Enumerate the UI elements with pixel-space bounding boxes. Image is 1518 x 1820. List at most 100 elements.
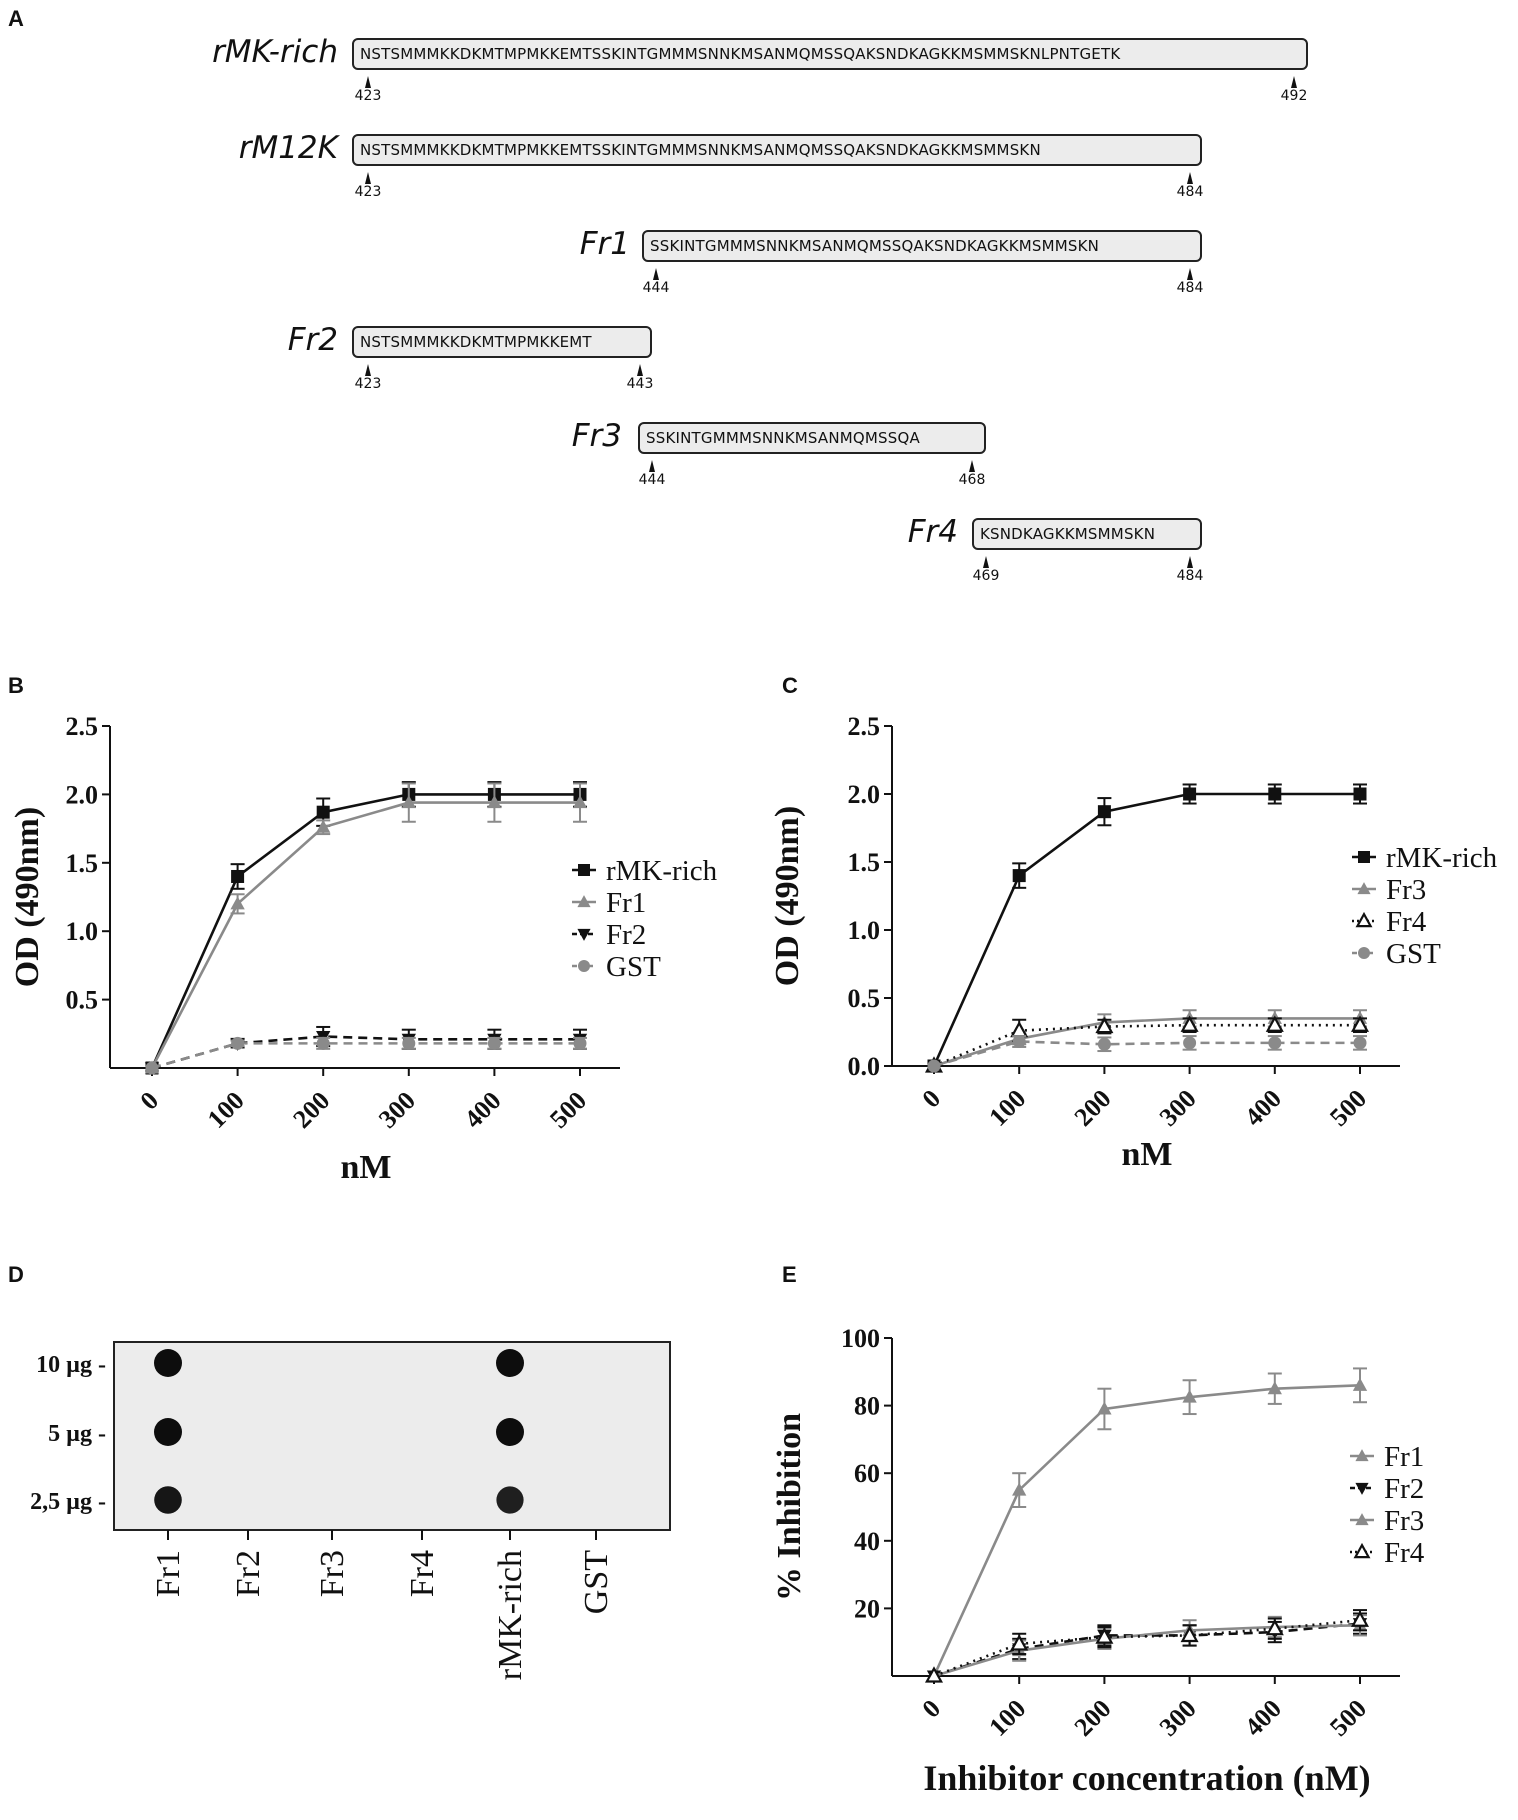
sequence-box-fr1: SSKINTGMMMSNNKMSANMQMSSQAKSNDKAGKKMSMMSK… bbox=[642, 230, 1202, 262]
x-tick-label: 300 bbox=[1154, 1694, 1202, 1742]
data-point bbox=[145, 1061, 159, 1075]
panel-label-a: A bbox=[8, 6, 24, 31]
data-point bbox=[402, 1036, 416, 1050]
sequence-start-tick: 444 bbox=[632, 460, 672, 488]
x-tick-label: 300 bbox=[373, 1086, 421, 1134]
data-point bbox=[316, 819, 331, 833]
data-point bbox=[572, 795, 588, 809]
legend-label-fr3: Fr3 bbox=[1384, 1505, 1424, 1537]
blot-lane-label-fr4: Fr4 bbox=[404, 1550, 441, 1597]
series-line bbox=[151, 1035, 580, 1070]
blot-lane-label-fr1: Fr1 bbox=[150, 1550, 187, 1597]
legend-marker bbox=[1358, 947, 1370, 959]
sequence-start-tick: 444 bbox=[636, 268, 676, 296]
sequence-name-fr3: Fr3 bbox=[571, 418, 622, 454]
data-point bbox=[1183, 787, 1197, 801]
sequence-name-rmk-rich: rMK-rich bbox=[212, 34, 338, 70]
data-point bbox=[1350, 1610, 1370, 1627]
dot-blot: 10 µg - 5 µg - 2,5 µg - Fr1 Fr2 Fr3 Fr4 rMK-ric… bbox=[30, 1341, 671, 1680]
blot-lane-label-rmk-rich: rMK-rich bbox=[492, 1550, 529, 1680]
panel-label-e: E bbox=[782, 1262, 797, 1287]
x-axis-label: Inhibitor concentration (nM) bbox=[923, 1758, 1370, 1798]
y-tick-label: 0.0 bbox=[848, 1052, 881, 1081]
x-tick-label: 400 bbox=[1239, 1084, 1287, 1132]
y-axis-label: OD (490nm) bbox=[9, 807, 46, 987]
series-gst bbox=[927, 1035, 1367, 1073]
data-point bbox=[231, 869, 245, 883]
legend-marker bbox=[1355, 1513, 1369, 1526]
legend-label-gst: GST bbox=[1386, 938, 1441, 970]
chart-inhibition-e: 20 40 60 80 100 0 100 200 300 400 500 Inhibitor con… bbox=[771, 1324, 1425, 1798]
chart-binding-c: 0.0 0.5 1.0 1.5 2.0 2.5 0 100 200 300 400 500 nM OD (… bbox=[769, 712, 1498, 1173]
legend-label-fr1: Fr1 bbox=[1384, 1441, 1424, 1473]
data-point bbox=[487, 1036, 501, 1050]
y-tick-label: 60 bbox=[854, 1459, 880, 1488]
blot-spot bbox=[154, 1418, 182, 1446]
y-tick-label: 80 bbox=[854, 1392, 880, 1421]
data-point bbox=[1095, 1627, 1114, 1644]
x-tick-label: 500 bbox=[544, 1086, 592, 1134]
data-point bbox=[1353, 787, 1367, 801]
legend-marker bbox=[1355, 911, 1373, 928]
series-line bbox=[933, 1624, 1361, 1678]
x-tick-label: 200 bbox=[1069, 1694, 1117, 1742]
y-tick-label: 20 bbox=[854, 1594, 880, 1623]
legend-marker bbox=[1355, 1482, 1369, 1495]
sequence-name-fr4: Fr4 bbox=[907, 514, 958, 550]
x-tick-label: 0 bbox=[917, 1694, 947, 1724]
series-line bbox=[150, 801, 580, 1069]
sequence-start-tick: 423 bbox=[348, 172, 388, 200]
series-rmk-rich bbox=[927, 783, 1367, 1073]
sequence-start-tick: 469 bbox=[966, 556, 1006, 584]
legend-label-gst: GST bbox=[606, 951, 661, 983]
y-tick-label: 1.5 bbox=[848, 848, 881, 877]
data-point bbox=[1183, 1036, 1197, 1050]
series-rmk-rich bbox=[145, 781, 587, 1075]
data-point bbox=[1012, 1482, 1027, 1496]
legend-label-fr2: Fr2 bbox=[1384, 1473, 1424, 1505]
data-point bbox=[1010, 1020, 1029, 1038]
sequence-name-fr1: Fr1 bbox=[579, 226, 630, 262]
legend-label-rmk-rich: rMK-rich bbox=[1386, 842, 1498, 874]
legend-marker bbox=[1357, 882, 1371, 895]
sequence-end-tick: 484 bbox=[1170, 556, 1210, 584]
blot-lane-label-gst: GST bbox=[578, 1550, 615, 1614]
data-point bbox=[1180, 1015, 1199, 1032]
data-point bbox=[1353, 1036, 1367, 1050]
series-line bbox=[151, 1042, 580, 1070]
series-fr2 bbox=[926, 1612, 1368, 1684]
y-tick-label: 40 bbox=[854, 1527, 880, 1556]
data-point bbox=[1012, 869, 1026, 883]
data-point bbox=[924, 1666, 944, 1683]
y-tick-label: 2.0 bbox=[848, 780, 881, 809]
data-point bbox=[573, 1036, 587, 1050]
blot-spot bbox=[154, 1486, 182, 1514]
sequence-end-tick: 468 bbox=[952, 460, 992, 488]
blot-lane-label-fr3: Fr3 bbox=[314, 1550, 351, 1597]
data-point bbox=[316, 1036, 330, 1050]
data-point bbox=[1268, 787, 1282, 801]
y-tick-label: 0.5 bbox=[848, 984, 881, 1013]
blot-lane-label-fr2: Fr2 bbox=[230, 1550, 267, 1597]
data-point bbox=[1097, 1037, 1111, 1051]
data-point bbox=[1097, 1401, 1112, 1415]
data-point bbox=[927, 1059, 941, 1073]
blot-spot bbox=[496, 1418, 524, 1446]
legend-marker bbox=[1358, 851, 1370, 863]
legend-label-rmk-rich: rMK-rich bbox=[606, 855, 718, 887]
y-tick-label: 2.5 bbox=[66, 712, 99, 741]
panel-label-c: C bbox=[782, 673, 798, 698]
legend-marker bbox=[577, 895, 591, 908]
legend-marker bbox=[1355, 1449, 1369, 1462]
data-point bbox=[1012, 1035, 1026, 1049]
data-point bbox=[1267, 1381, 1282, 1395]
data-point bbox=[1097, 805, 1111, 819]
x-tick-label: 500 bbox=[1324, 1694, 1372, 1742]
series-line bbox=[932, 1384, 1361, 1677]
sequence-box-rm12k: NSTSMMMKKDKMTMPMKKEMTSSKINTGMMMSNNKMSANM… bbox=[352, 134, 1202, 166]
panel-label-d: D bbox=[8, 1262, 24, 1287]
legend-marker bbox=[577, 928, 591, 941]
y-axis-label: OD (490nm) bbox=[769, 806, 806, 986]
y-tick-label: 1.0 bbox=[848, 916, 881, 945]
